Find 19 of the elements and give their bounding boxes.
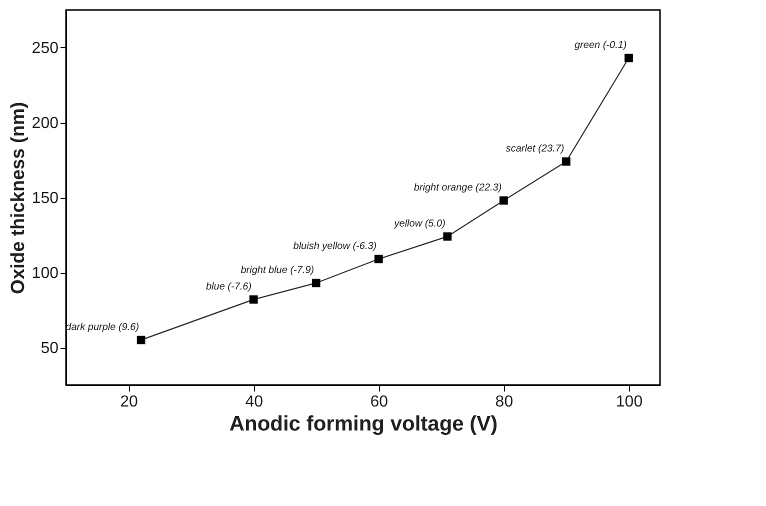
annotation: yellow (5.0) [393, 218, 446, 230]
annotation: scarlet (23.7) [506, 144, 564, 154]
x-axis-title: Anodic forming voltage (V) [229, 412, 498, 436]
x-tick-label: 80 [495, 394, 514, 410]
annotation: bluish yellow (-6.3) [293, 241, 377, 252]
y-tick-label: 250 [32, 40, 59, 57]
annotation: bright blue (-7.9) [240, 265, 314, 276]
x-tick-label: 20 [120, 394, 138, 410]
y-axis-title: Oxide thickness (nm) [8, 102, 29, 294]
annotation: green (-0.1) [574, 40, 627, 51]
annotation: blue (-7.6) [206, 282, 252, 292]
annotation: bright orange (22.3) [414, 182, 502, 194]
x-tick-label: 40 [245, 394, 264, 410]
y-tick-label: 50 [40, 340, 59, 357]
y-tick-label: 150 [32, 190, 59, 207]
x-tick-label: 60 [370, 394, 388, 410]
x-tick-label: 100 [616, 394, 643, 410]
y-tick-label: 100 [32, 265, 59, 282]
y-tick-label: 200 [32, 115, 59, 132]
